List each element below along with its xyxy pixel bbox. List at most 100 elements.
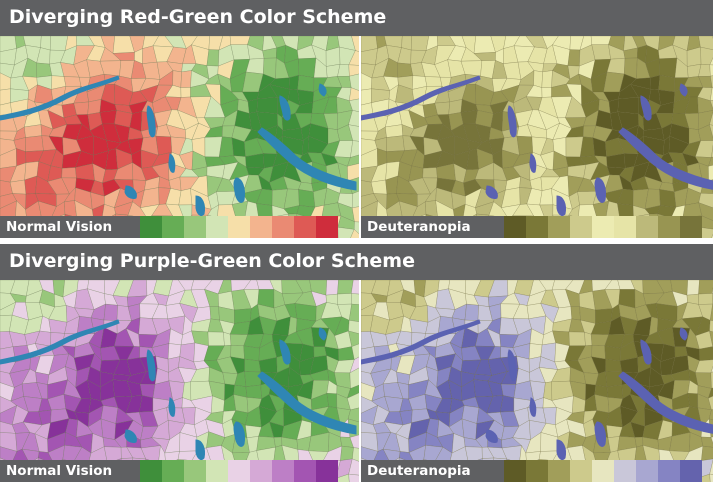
map-regions: [361, 36, 713, 238]
choropleth-map: [0, 280, 359, 482]
legend-label-box: Normal Vision: [0, 460, 140, 482]
map-region: [10, 180, 26, 194]
map-region: [207, 50, 219, 67]
legend-label: Deuteranopia: [367, 219, 471, 235]
map-region: [26, 136, 44, 152]
map-region: [24, 125, 42, 138]
map-region: [246, 385, 262, 399]
map-region: [701, 446, 713, 461]
map-region: [326, 280, 339, 295]
map-region: [231, 45, 250, 60]
legend-swatch: [614, 460, 636, 482]
legend-swatch: [250, 216, 272, 238]
map-region: [62, 168, 77, 179]
map-region: [0, 89, 10, 105]
map-region: [234, 309, 251, 324]
map-region: [591, 36, 611, 45]
legend-swatch: [162, 216, 184, 238]
legend-swatch: [526, 216, 548, 238]
legend-swatch: [316, 460, 338, 482]
legend-swatch: [140, 216, 162, 238]
map-region: [230, 36, 250, 45]
legend-swatch: [228, 216, 250, 238]
legend-swatch: [162, 460, 184, 482]
map-region: [340, 446, 353, 461]
map-region: [517, 136, 533, 155]
map-region: [411, 36, 429, 51]
legend-label: Normal Vision: [6, 219, 112, 235]
map-region: [245, 359, 261, 372]
map-region: [687, 47, 701, 66]
map-region: [371, 180, 387, 194]
map-region: [595, 309, 612, 324]
legend-swatch: [184, 460, 206, 482]
map-region: [435, 102, 450, 115]
map-region: [299, 189, 316, 207]
legend-swatch: [184, 216, 206, 238]
choropleth-map: [361, 280, 713, 482]
map-region: [592, 45, 611, 60]
legend-swatch: [658, 460, 680, 482]
map-region: [173, 71, 182, 88]
map-region: [156, 136, 172, 155]
map-region: [245, 371, 261, 386]
legend-label-box: Deuteranopia: [361, 460, 504, 482]
map-region: [534, 71, 543, 88]
title-bar: Diverging Red-Green Color Scheme: [0, 0, 713, 36]
legend-swatch: [504, 460, 526, 482]
map-region: [210, 307, 220, 321]
map-region: [461, 110, 478, 124]
map-region: [595, 395, 609, 413]
legend-swatch: [680, 460, 702, 482]
map-region: [338, 293, 352, 304]
map-region: [699, 293, 713, 304]
map-region: [571, 307, 581, 321]
legend-label-box: Normal Vision: [0, 216, 140, 238]
legend-swatch: [592, 216, 614, 238]
map-region: [605, 346, 621, 361]
map-region: [181, 87, 191, 97]
map-region: [423, 168, 438, 179]
map-region: [361, 89, 371, 105]
map-region: [568, 50, 580, 67]
map-region: [244, 346, 260, 361]
choropleth-map: [0, 36, 359, 238]
map-region: [387, 136, 405, 152]
legend-swatches: [504, 216, 702, 238]
legend-swatch: [228, 460, 250, 482]
legend-swatches: [504, 460, 702, 482]
map-region: [50, 36, 68, 51]
map-region: [338, 280, 354, 294]
figure-title: Diverging Purple-Green Color Scheme: [9, 250, 415, 272]
legend-swatch: [570, 460, 592, 482]
map-region: [100, 110, 117, 124]
legend-swatch: [636, 216, 658, 238]
map-region: [74, 102, 89, 115]
legend-swatch: [250, 460, 272, 482]
map-region: [208, 332, 225, 346]
legend-swatch: [294, 216, 316, 238]
map-region: [606, 359, 622, 372]
legend-swatch: [636, 460, 658, 482]
map-region: [88, 99, 102, 114]
map-region: [660, 189, 677, 207]
map-region: [349, 474, 359, 482]
map-panel-normal-vision: Normal Vision: [0, 36, 359, 238]
map-region: [650, 75, 660, 90]
legend-swatch: [658, 216, 680, 238]
legend-swatch: [526, 460, 548, 482]
legend-swatch: [272, 216, 294, 238]
legend-swatch: [680, 216, 702, 238]
map-region: [351, 293, 359, 305]
map-region: [465, 304, 479, 320]
map-region: [659, 58, 677, 78]
legend-swatch: [614, 216, 636, 238]
map-region: [584, 332, 592, 346]
map-region: [687, 280, 700, 295]
map-region: [659, 75, 675, 92]
map-region: [298, 75, 314, 92]
legend-swatch: [140, 460, 162, 482]
map-panel-deuteranopia: Deuteranopia: [361, 36, 713, 238]
legend-swatch: [570, 216, 592, 238]
map-region: [449, 99, 463, 114]
